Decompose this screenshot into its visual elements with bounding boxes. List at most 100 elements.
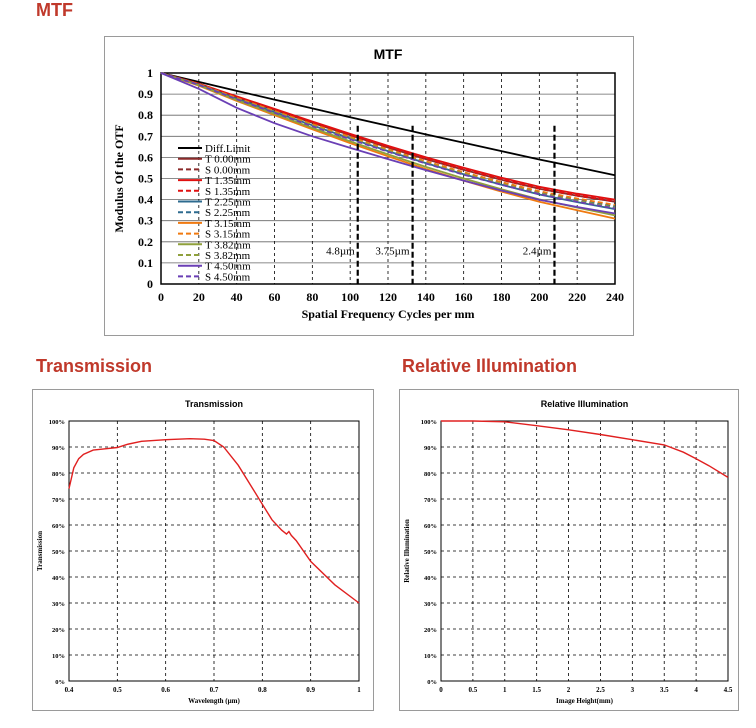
mtf-ytick-label: 0 — [147, 277, 153, 291]
transmission-xtick-label: 0.9 — [306, 686, 315, 694]
ri-xtick-label: 1 — [503, 686, 507, 694]
ri-xtick-label: 0 — [439, 686, 443, 694]
transmission-xtick-label: 0.8 — [258, 686, 267, 694]
mtf-legend-label: Diff.Limit — [205, 143, 250, 155]
ri-ytick-label: 90% — [424, 445, 437, 452]
relative-illumination-chart: Relative Illumination 0% 10% 20% 30% 40% 50% 60… — [403, 399, 733, 705]
transmission-chart-frame: Transmission 0% 10% 20% 30% 40% 50% 60% 70% 80% 90… — [32, 389, 374, 711]
ri-xtick-label: 4 — [694, 686, 698, 694]
mtf-xtick-label: 140 — [417, 290, 435, 304]
mtf-xtick-label: 100 — [341, 290, 359, 304]
transmission-title: Transmission — [185, 399, 243, 409]
mtf-ytick-label: 0.3 — [138, 214, 153, 228]
transmission-xtick-label: 0.7 — [210, 686, 219, 694]
ri-ylabel: Relative Illumination — [403, 519, 411, 583]
mtf-xtick-label: 0 — [158, 290, 164, 304]
mtf-xtick-label: 160 — [455, 290, 473, 304]
ri-plot-area — [440, 420, 729, 682]
transmission-plot-area — [68, 420, 360, 682]
transmission-xtick-label: 1 — [357, 686, 361, 694]
mtf-section-title: MTF — [36, 0, 73, 20]
ri-ytick-label: 50% — [424, 549, 437, 556]
ri-xtick-label: 3 — [631, 686, 635, 694]
relative-illumination-chart-frame: Relative Illumination 0% 10% 20% 30% 40% 50% 60… — [399, 389, 739, 711]
mtf-annotation-label: 4.8µm — [326, 245, 355, 257]
transmission-xlabel: Wavelength (µm) — [188, 697, 240, 705]
mtf-legend-label: T 3.82mm — [205, 239, 251, 251]
transmission-xtick-label: 0.6 — [161, 686, 170, 694]
mtf-xtick-label: 20 — [193, 290, 205, 304]
transmission-curve — [68, 437, 360, 604]
ri-xlabel: Image Height(mm) — [556, 697, 614, 705]
mtf-ylabel: Modulus Of the OTF — [112, 124, 126, 232]
mtf-xtick-label: 40 — [231, 290, 243, 304]
ri-ytick-label: 30% — [424, 601, 437, 608]
mtf-xtick-label: 220 — [568, 290, 586, 304]
mtf-annotation-label: 3.75µm — [375, 245, 410, 257]
mtf-ytick-label: 0.5 — [138, 172, 153, 186]
transmission-ytick-label: 50% — [52, 549, 65, 556]
mtf-series-line — [160, 72, 616, 215]
transmission-section-title: Transmission — [36, 356, 153, 376]
ri-xtick-label: 0.5 — [469, 686, 478, 694]
mtf-series-line — [160, 72, 616, 206]
transmission-xtick-label: 0.5 — [113, 686, 122, 694]
transmission-ytick-label: 30% — [52, 601, 65, 608]
mtf-ytick-label: 0.6 — [138, 150, 153, 164]
ri-xtick-label: 2 — [567, 686, 571, 694]
transmission-ytick-label: 70% — [52, 497, 65, 504]
transmission-chart: Transmission 0% 10% 20% 30% 40% 50% 60% 70% 80% 90… — [36, 399, 361, 705]
transmission-xtick-label: 0.4 — [65, 686, 74, 694]
transmission-ytick-label: 40% — [52, 575, 65, 582]
mtf-legend-label: T 3.15mm — [205, 218, 251, 230]
mtf-legend-label: S 1.35mm — [205, 186, 251, 198]
mtf-ytick-label: 1 — [147, 66, 153, 80]
transmission-ylabel: Transmission — [36, 531, 44, 571]
mtf-legend-label: S 3.82mm — [205, 250, 251, 262]
mtf-series-line — [160, 72, 616, 208]
mtf-legend-label: T 1.35mm — [205, 175, 251, 187]
mtf-ytick-label: 0.2 — [138, 235, 153, 249]
ri-ytick-label: 40% — [424, 575, 437, 582]
mtf-title: MTF — [374, 46, 403, 62]
mtf-series-line — [160, 72, 616, 201]
mtf-ytick-label: 0.9 — [138, 87, 153, 101]
mtf-legend-label: S 3.15mm — [205, 229, 251, 241]
mtf-annotation-label: 2.4µm — [523, 245, 552, 257]
ri-ytick-label: 0% — [427, 679, 437, 686]
mtf-ytick-label: 0.4 — [138, 193, 153, 207]
mtf-chart: MTF 0 0.1 0.2 0.3 0.4 0.5 0.6 0.7 0.8 0.9 1 0 20 40 60 8… — [112, 46, 624, 321]
ri-ytick-label: 80% — [424, 471, 437, 478]
mtf-xtick-label: 120 — [379, 290, 397, 304]
mtf-ytick-label: 0.1 — [138, 256, 153, 270]
mtf-chart-frame: MTF 0 0.1 0.2 0.3 0.4 0.5 0.6 0.7 0.8 0.9 1 0 20 40 60 8… — [104, 36, 634, 336]
mtf-xtick-label: 60 — [269, 290, 281, 304]
mtf-legend-label: S 4.50mm — [205, 271, 251, 283]
ri-ytick-label: 10% — [424, 653, 437, 660]
ri-xtick-label: 3.5 — [660, 686, 669, 694]
mtf-plot-area — [160, 72, 616, 285]
ri-ytick-label: 60% — [424, 523, 437, 530]
ri-ytick-label: 20% — [424, 627, 437, 634]
transmission-ytick-label: 10% — [52, 653, 65, 660]
ri-title: Relative Illumination — [541, 399, 629, 409]
mtf-xtick-label: 240 — [606, 290, 624, 304]
ri-xtick-label: 1.5 — [532, 686, 541, 694]
mtf-series-line — [160, 72, 616, 203]
ri-xtick-label: 4.5 — [724, 686, 733, 694]
transmission-ytick-label: 80% — [52, 471, 65, 478]
ri-xtick-label: 2.5 — [596, 686, 605, 694]
mtf-xtick-label: 200 — [530, 290, 548, 304]
transmission-ytick-label: 60% — [52, 523, 65, 530]
ri-ytick-label: 70% — [424, 497, 437, 504]
transmission-ytick-label: 100% — [49, 419, 65, 426]
mtf-legend-label: S 0.00mm — [205, 164, 251, 176]
mtf-xtick-label: 180 — [493, 290, 511, 304]
mtf-series-line — [160, 72, 616, 210]
mtf-xtick-label: 80 — [306, 290, 318, 304]
transmission-ytick-label: 20% — [52, 627, 65, 634]
mtf-ytick-label: 0.8 — [138, 108, 153, 122]
ri-curve — [441, 420, 729, 478]
mtf-legend-label: T 4.50mm — [205, 261, 251, 273]
mtf-legend-label: T 0.00mm — [205, 154, 251, 166]
